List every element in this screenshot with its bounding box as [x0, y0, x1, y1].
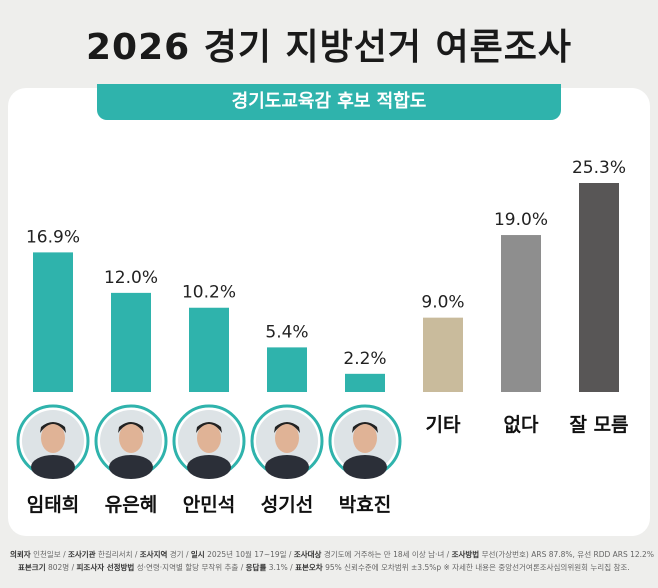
candidate-photo-suit	[109, 455, 153, 479]
candidate-photo-hair	[196, 422, 222, 433]
candidate-photo-hair	[352, 422, 378, 433]
footer-value: 2025년 10월 17~19일	[204, 550, 287, 559]
category-label: 박효진	[339, 494, 391, 516]
bar	[579, 183, 619, 392]
bar	[501, 235, 541, 392]
bar	[345, 373, 385, 392]
category-label: 유은혜	[105, 494, 157, 516]
bar	[189, 307, 229, 392]
candidate-photo-suit	[31, 455, 75, 479]
footer-line-1: 의뢰자 인천일보 / 조사기관 한길리서치 / 조사지역 경기 / 일시 202…	[10, 550, 654, 559]
footer-value: 무선(가상번호) ARS 87.8%, 유선 RDD ARS 12.2%	[479, 550, 654, 559]
category-label: 임태희	[27, 494, 79, 516]
data-label: 12.0%	[104, 268, 158, 288]
candidate-photo-face	[353, 423, 377, 453]
candidate-photo-suit	[265, 455, 309, 479]
page-title: 2026 경기 지방선거 여론조사	[86, 27, 572, 68]
bar	[33, 252, 73, 392]
chart-title: 경기도교육감 후보 적합도	[97, 84, 561, 120]
footer-value: 경기도에 거주하는 만 18세 이상 남·녀	[321, 550, 445, 559]
footer-note: ※ 자세한 내용은 중앙선거여론조사심의위원회 누리집 참조.	[441, 563, 630, 572]
data-label: 5.4%	[265, 322, 308, 342]
footer-value: 인천일보	[30, 550, 61, 559]
category-label: 안민석	[183, 494, 235, 516]
data-label: 25.3%	[572, 158, 626, 178]
footer-value: 3.1%	[266, 563, 288, 572]
footer-key: 피조사자 선정방법	[76, 563, 135, 572]
data-label: 16.9%	[26, 227, 80, 247]
footer-key: 응답률	[245, 563, 267, 572]
bar-chart: 16.9% 임태희 12.0% 유은혜 10.2% 안민석 5.4% 성기선 2.2% 박효진 9.…	[16, 158, 629, 516]
footer-key: 조사대상	[293, 550, 322, 559]
footer-value: 경기	[167, 550, 184, 559]
candidate-photo-hair	[40, 422, 66, 433]
candidate-photo-hair	[118, 422, 144, 433]
bar	[267, 347, 307, 392]
candidate-photo-face	[197, 423, 221, 453]
bar	[423, 317, 463, 392]
category-label: 성기선	[261, 494, 313, 516]
candidate-photo-hair	[274, 422, 300, 433]
footer-key: 표본오차	[295, 563, 323, 572]
footer-key: 조사지역	[139, 550, 168, 559]
candidate-photo-face	[119, 423, 143, 453]
category-label: 기타	[426, 414, 461, 436]
footer-value: 성·연령·지역별 할당 무작위 추출	[134, 563, 239, 572]
data-label: 2.2%	[343, 349, 386, 369]
footer-value: 95% 신뢰수준에 오차범위 ±3.5%p	[322, 563, 442, 572]
footer-key: 의뢰자	[10, 550, 31, 559]
candidate-photo-suit	[187, 455, 231, 479]
data-label: 10.2%	[182, 283, 236, 303]
footer-key: 조사방법	[451, 550, 480, 559]
candidate-photo-face	[275, 423, 299, 453]
bar	[111, 292, 151, 392]
footer-value: 한길리서치	[95, 550, 133, 559]
footer-value: 802명	[45, 563, 70, 572]
footer-key: 표본크기	[18, 563, 46, 572]
category-label: 없다	[504, 414, 539, 436]
candidate-photo-suit	[343, 455, 387, 479]
footer-key: 조사기관	[67, 550, 96, 559]
data-label: 19.0%	[494, 210, 548, 230]
data-label: 9.0%	[421, 293, 464, 313]
candidate-photo-face	[41, 423, 65, 453]
footer-key: 일시	[190, 550, 205, 559]
footer-line-2: 표본크기 802명 / 피조사자 선정방법 성·연령·지역별 할당 무작위 추출…	[18, 563, 630, 572]
category-label: 잘 모름	[569, 414, 628, 436]
